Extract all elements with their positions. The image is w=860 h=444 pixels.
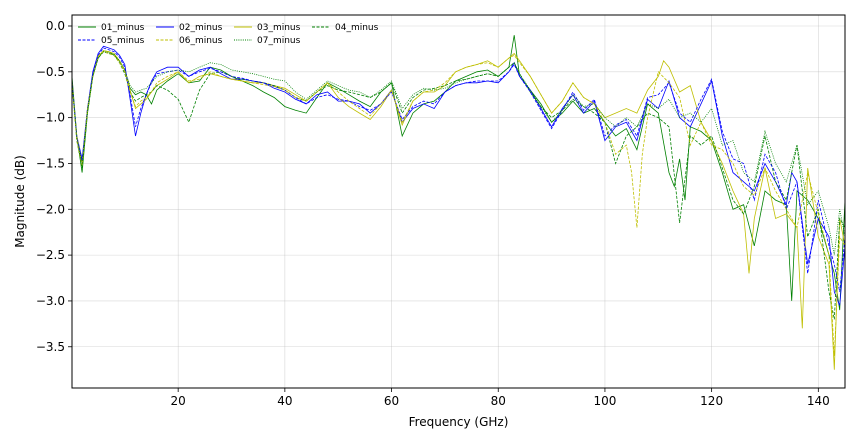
legend-label: 06_minus [179,36,223,46]
y-tick-label: −2.5 [36,248,65,262]
series-line-3 [72,50,845,370]
legend-label: 07_minus [257,36,301,46]
y-tick-label: −1.0 [36,111,65,125]
legend-label: 01_minus [101,23,145,33]
x-tick-label: 60 [384,394,399,408]
legend-label: 04_minus [335,23,379,33]
series-line-1 [72,35,845,311]
y-tick-label: −3.0 [36,294,65,308]
plot-frame [71,14,846,389]
series-lines [72,35,845,370]
series-line-2 [72,45,845,306]
grid-lines [72,15,845,388]
x-tick-label: 80 [491,394,506,408]
y-axis-title: Magnitude (dB) [13,155,27,248]
y-tick-label: −1.5 [36,156,65,170]
x-tick-label: 100 [593,394,616,408]
y-tick-label: −2.0 [36,202,65,216]
series-line-6 [72,51,845,356]
legend-label: 03_minus [257,23,301,33]
series-line-4 [72,51,845,320]
legend-label: 02_minus [179,23,223,33]
legend-label: 05_minus [101,36,145,46]
y-tick-label: −3.5 [36,340,65,354]
x-tick-label: 40 [277,394,292,408]
x-tick-label: 120 [700,394,723,408]
y-tick-label: 0.0 [46,19,65,33]
x-tick-label: 20 [171,394,186,408]
y-tick-label: −0.5 [36,65,65,79]
axis-ticks: 20 40 60 80 100 120 140 0.0 −0.5 −1.0 −1.5 −2.0 −2.5… [36,19,830,408]
x-axis-title: Frequency (GHz) [409,415,509,429]
series-line-5 [72,47,845,292]
x-tick-label: 140 [807,394,830,408]
legend: 01_minus 02_minus 03_minus 04_minus 05_minus… [78,23,379,46]
